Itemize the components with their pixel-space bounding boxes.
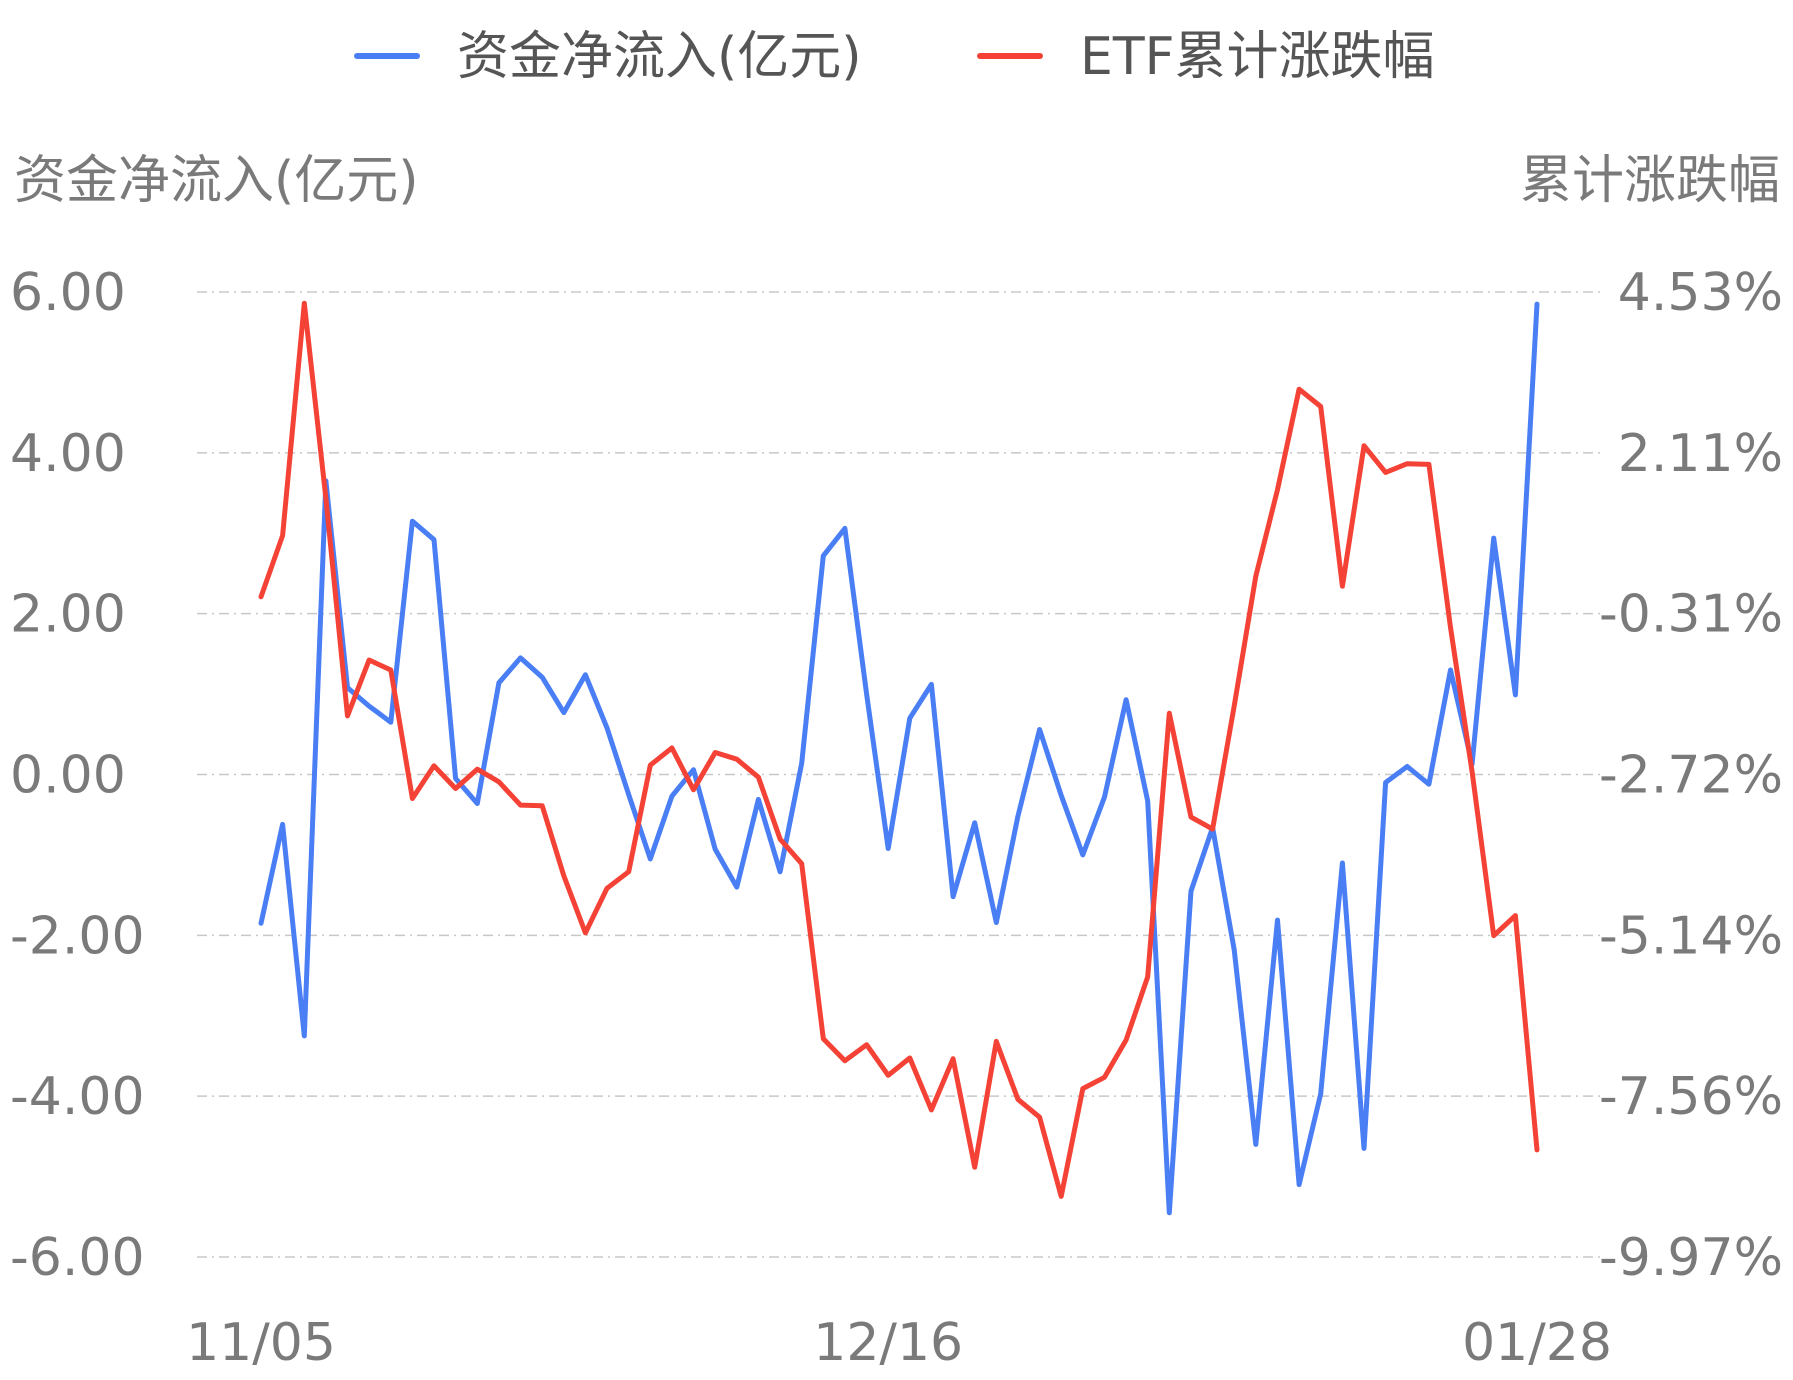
left-tick-label: -6.00 [10, 1228, 145, 1288]
left-axis-title: 资金净流入(亿元) [14, 151, 419, 211]
left-tick-label: 6.00 [10, 263, 126, 323]
left-tick-label: -2.00 [10, 906, 145, 966]
right-tick-label: -9.97% [1599, 1228, 1783, 1288]
left-tick-label: -4.00 [10, 1067, 145, 1127]
legend-label: ETF累计涨跌幅 [1080, 27, 1435, 87]
right-tick-label: -0.31% [1599, 585, 1783, 645]
right-tick-label: 2.11% [1618, 424, 1783, 484]
legend: 资金净流入(亿元) ETF累计涨跌幅 [354, 27, 1435, 87]
right-axis-title: 累计涨跌幅 [1520, 151, 1780, 211]
net-inflow-series-line [258, 301, 1540, 1216]
right-tick-label: 4.53% [1618, 263, 1783, 323]
right-tick-label: -7.56% [1599, 1067, 1783, 1127]
left-tick-label: 4.00 [10, 424, 126, 484]
right-tick-label: -2.72% [1599, 746, 1783, 806]
x-tick-label: 11/05 [186, 1313, 336, 1373]
legend-label: 资金净流入(亿元) [457, 27, 862, 87]
left-tick-label: 0.00 [10, 746, 126, 806]
right-axis-ticks: 4.53% 2.11% -0.31% -2.72% -5.14% -7.56% -9.97% [1599, 263, 1783, 1288]
x-tick-label: 12/16 [813, 1313, 963, 1373]
x-axis-ticks: 11/05 12/16 01/28 [186, 1313, 1612, 1373]
left-tick-label: 2.00 [10, 585, 126, 645]
right-tick-label: -5.14% [1599, 906, 1783, 966]
x-tick-label: 01/28 [1462, 1313, 1612, 1373]
left-axis-ticks: 6.00 4.00 2.00 0.00 -2.00 -4.00 -6.00 [10, 263, 145, 1288]
etf-return-series-line [258, 300, 1540, 1199]
series-lines [258, 300, 1540, 1216]
